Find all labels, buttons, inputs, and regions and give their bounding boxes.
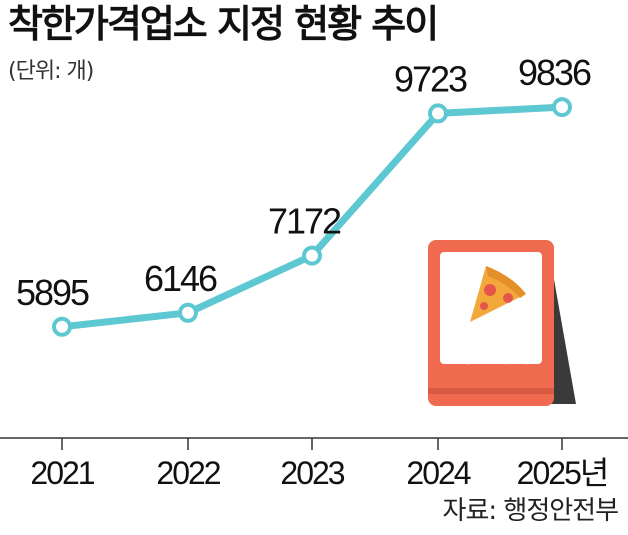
- x-tick-label: 2022: [156, 455, 220, 491]
- data-label: 6146: [144, 258, 217, 299]
- sign-bottom-bar: [428, 388, 554, 394]
- sign-label: 착한가격: [453, 343, 530, 368]
- data-label: 9836: [518, 52, 591, 93]
- data-markers: [52, 97, 572, 337]
- x-tick-label: 2021: [30, 455, 94, 491]
- x-axis-tick-labels: 2021 2022 2023 2024 2025년: [30, 455, 609, 491]
- data-point: [52, 316, 72, 337]
- data-label: 5895: [16, 272, 89, 313]
- unit-label: (단위: 개): [8, 59, 94, 84]
- data-point: [428, 103, 448, 124]
- chart-title: 착한가격업소 지정 현황 추이: [8, 2, 439, 46]
- x-axis-ticks: [61, 438, 563, 450]
- pizza-icon: [470, 266, 526, 322]
- source-note: 자료: 행정안전부: [442, 496, 619, 526]
- data-point: [552, 97, 572, 118]
- data-point: [178, 302, 198, 323]
- data-label: 9723: [394, 58, 467, 99]
- x-tick-label: 2024: [406, 455, 470, 491]
- x-tick-label: 2023: [280, 455, 344, 491]
- x-tick-label: 2025년: [517, 455, 608, 491]
- data-value-labels: 5895 6146 7172 9723 9836: [16, 52, 593, 313]
- sign-illustration: 착한가격: [428, 240, 576, 406]
- data-label: 7172: [268, 201, 341, 242]
- data-point: [302, 245, 322, 266]
